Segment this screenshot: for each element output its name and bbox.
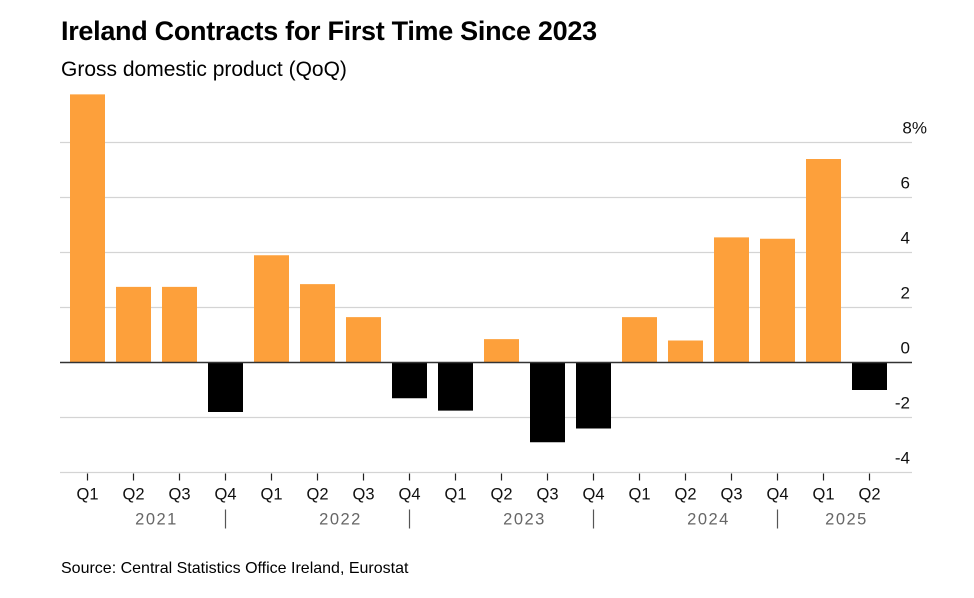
- bar: [116, 286, 151, 363]
- x-tick-label: Q1: [628, 486, 650, 504]
- year-label: 2025: [825, 511, 868, 529]
- bar: [806, 159, 841, 363]
- bar: [162, 286, 197, 363]
- x-tick-label: Q1: [444, 486, 466, 504]
- y-tick-label: 6: [901, 174, 910, 193]
- x-tick-label: Q2: [490, 486, 512, 504]
- bar: [346, 317, 381, 363]
- bar: [714, 237, 749, 363]
- x-tick-label: Q1: [76, 486, 98, 504]
- year-label: 2023: [503, 511, 546, 529]
- source-note: Source: Central Statistics Office Irelan…: [61, 560, 409, 577]
- year-label: 2022: [319, 511, 362, 529]
- bar: [576, 362, 611, 429]
- x-tick-label: Q3: [168, 486, 190, 504]
- year-label: 2021: [135, 511, 178, 529]
- chart-title: Ireland Contracts for First Time Since 2…: [61, 16, 597, 46]
- bar: [530, 362, 565, 443]
- x-tick-label: Q1: [260, 486, 282, 504]
- chart-subtitle: Gross domestic product (QoQ): [61, 58, 347, 81]
- x-tick-label: Q2: [122, 486, 144, 504]
- y-tick-label: -4: [895, 449, 910, 468]
- x-tick-label: Q3: [352, 486, 374, 504]
- year-label: 2024: [687, 511, 730, 529]
- y-tick-label: 0: [901, 339, 910, 358]
- x-tick-label: Q3: [720, 486, 742, 504]
- x-tick-label: Q4: [398, 486, 420, 504]
- bar: [668, 340, 703, 363]
- x-tick-label: Q3: [536, 486, 558, 504]
- y-tick-label: 8%: [902, 119, 927, 138]
- x-tick-label: Q2: [674, 486, 696, 504]
- bar: [438, 362, 473, 411]
- bar: [760, 238, 795, 363]
- bar: [70, 94, 105, 363]
- y-axis-labels: 8% 6 4 2 0 -2 -4: [895, 119, 927, 468]
- y-tick-label: -2: [895, 394, 910, 413]
- bar: [254, 255, 289, 363]
- x-tick-label: Q2: [858, 486, 880, 504]
- x-tick-label: Q4: [582, 486, 604, 504]
- x-tick-label: Q4: [766, 486, 788, 504]
- bar: [208, 362, 243, 412]
- bar: [392, 362, 427, 399]
- bars: [70, 94, 887, 443]
- y-tick-label: 2: [901, 284, 910, 303]
- x-tick-label: Q2: [306, 486, 328, 504]
- bar: [852, 362, 887, 390]
- y-tick-label: 4: [901, 229, 910, 248]
- x-tick-label: Q4: [214, 486, 236, 504]
- bar: [300, 284, 335, 363]
- x-axis: Q1 Q2 Q3 Q4 Q1 Q2 Q3 Q4 Q1 Q2 Q3 Q4 Q1 Q2 Q3 Q4 Q1 Q2 2021…: [76, 473, 881, 529]
- x-tick-label: Q1: [812, 486, 834, 504]
- bar: [622, 317, 657, 363]
- bar: [484, 339, 519, 363]
